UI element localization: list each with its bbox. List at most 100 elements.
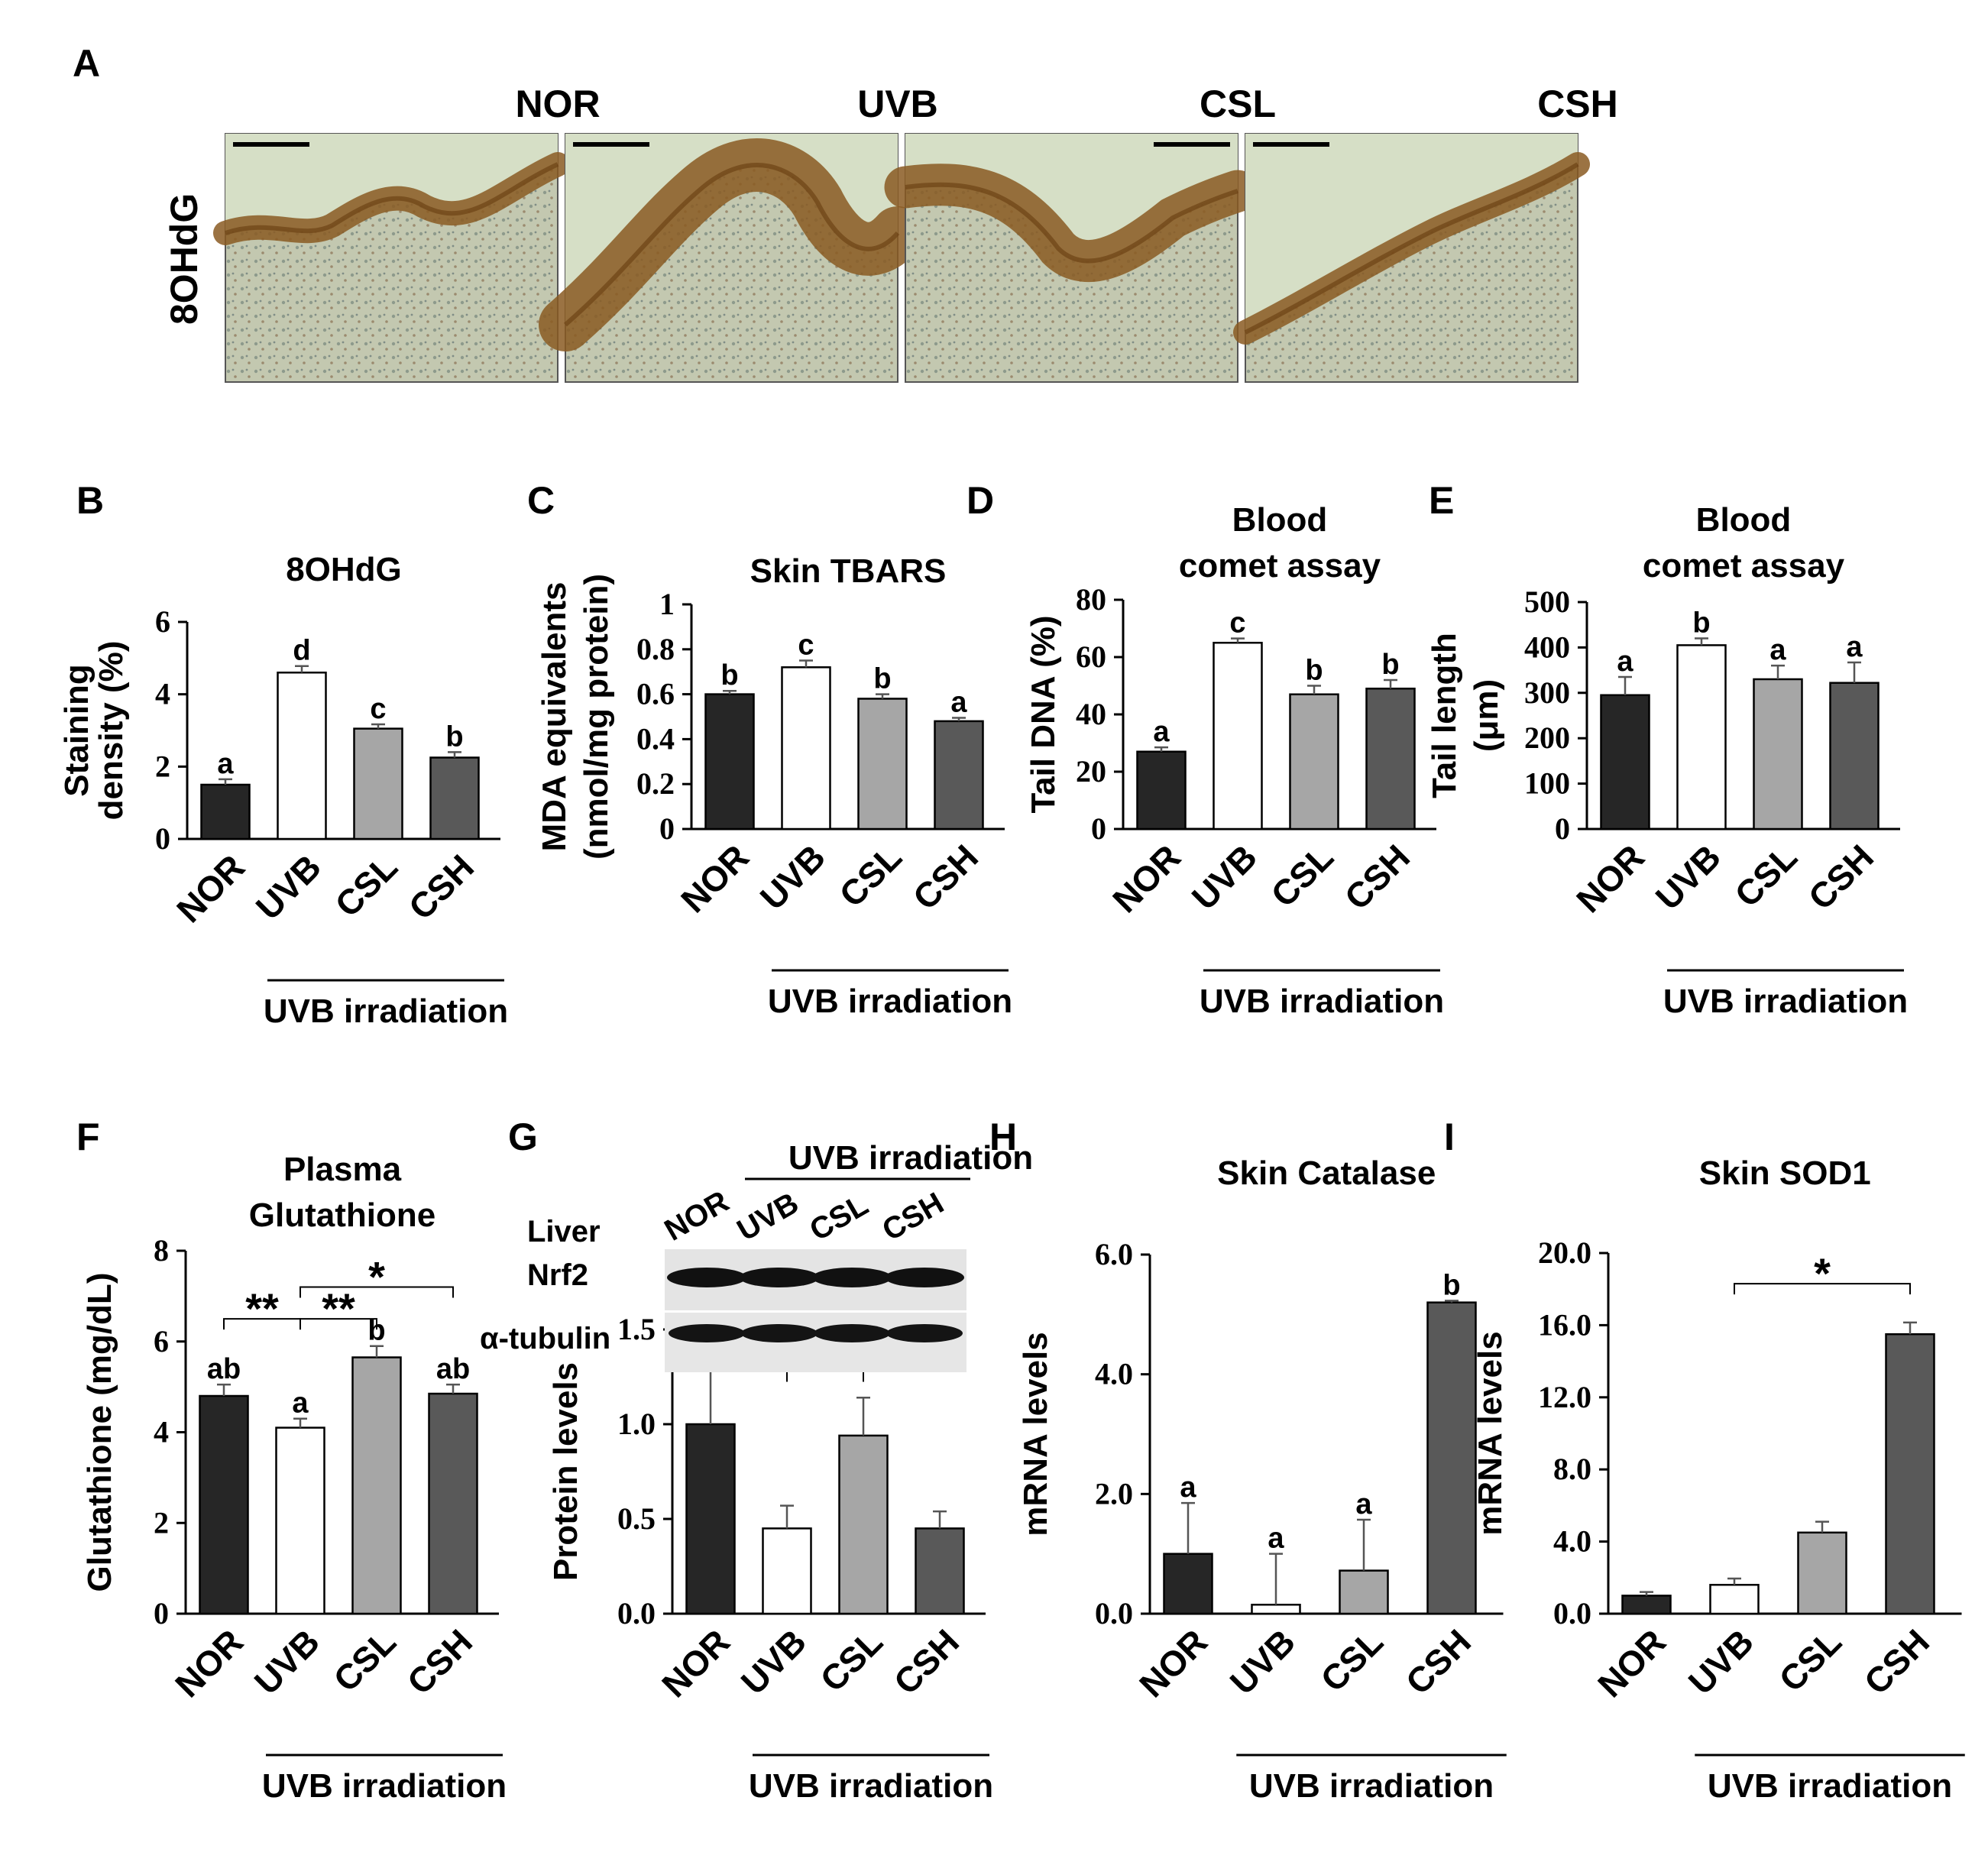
x-tick-label-csh: CSH (905, 837, 986, 917)
group-label: UVB irradiation (749, 1767, 993, 1805)
significance-letter: b (1305, 655, 1323, 687)
bar-nor (1621, 1595, 1672, 1615)
micrograph-title: NOR (515, 83, 600, 125)
significance-stars: ** (322, 1284, 355, 1333)
group-label: UVB irradiation (264, 993, 508, 1030)
y-tick-label: 20.0 (1538, 1235, 1591, 1270)
y-tick-label: 12.0 (1538, 1380, 1591, 1414)
y-tick-label: 8 (154, 1233, 169, 1268)
wb-band-nrf2 (885, 1268, 964, 1287)
x-tick-label-uvb: UVB (247, 1621, 327, 1702)
bar-uvb (275, 1426, 325, 1615)
micrograph-csl: CSL (884, 83, 1276, 383)
y-axis-label: Staining (58, 664, 96, 797)
wb-band-nrf2 (812, 1268, 892, 1287)
y-tick-label: 0 (1555, 811, 1570, 846)
bar-csh (1426, 1301, 1477, 1615)
micrograph-csh: CSH (1233, 83, 1618, 383)
significance-bracket (299, 1318, 377, 1330)
y-tick-label: 500 (1524, 585, 1570, 619)
y-tick-label: 0.4 (636, 721, 675, 756)
y-tick-label: 0.0 (1095, 1596, 1133, 1630)
bar-csl (351, 1356, 402, 1615)
micrograph-uvb: UVB (539, 83, 938, 383)
significance-letter: ab (436, 1353, 470, 1385)
chart-e: E Blood comet assay Tail length (μm) 0 100 200 3… (1426, 479, 1908, 1020)
wb-lane-label-uvb: UVB (732, 1186, 805, 1247)
x-tick-label-csl: CSL (327, 847, 405, 925)
wb-band-tubulin (814, 1324, 890, 1342)
x-tick-label-uvb: UVB (1184, 837, 1264, 917)
x-tick-label-nor: NOR (673, 837, 756, 920)
y-axis-label: Tail length (1426, 633, 1463, 798)
bar-uvb (1213, 642, 1263, 831)
wb-row-label-tubulin: α-tubulin (480, 1322, 610, 1355)
wb-lane-label-nor: NOR (659, 1184, 735, 1248)
bar-csh (1885, 1333, 1935, 1615)
micrograph-title: UVB (857, 83, 938, 125)
significance-letter: a (1268, 1523, 1284, 1555)
significance-letter: a (1769, 634, 1786, 666)
y-tick-label: 4 (155, 677, 170, 711)
chart-title: comet assay (1643, 547, 1845, 585)
significance-letter: a (1153, 716, 1170, 748)
y-tick-label: 6 (155, 604, 170, 639)
chart-title: Glutathione (249, 1197, 435, 1234)
panel-a-row-label: 8OHdG (163, 193, 206, 325)
x-tick-label-nor: NOR (1569, 837, 1652, 920)
y-tick-label: 0 (1091, 811, 1106, 846)
bar-csh (428, 1392, 478, 1615)
wb-membrane-tubulin (665, 1313, 966, 1372)
bar-uvb (762, 1527, 812, 1615)
significance-bracket (299, 1286, 454, 1298)
significance-letter: b (1442, 1269, 1460, 1301)
y-tick-label: 6.0 (1095, 1237, 1133, 1271)
wb-row-label-line1: Liver (527, 1215, 601, 1248)
y-tick-label: 1.5 (617, 1312, 656, 1346)
y-tick-label: 0.5 (617, 1501, 656, 1536)
y-tick-label: 4.0 (1095, 1357, 1133, 1391)
x-tick-label-csh: CSH (1801, 837, 1881, 917)
micrographs: NOR UVB CSL CSH (213, 83, 1618, 383)
significance-stars: ** (245, 1284, 279, 1333)
y-tick-label: 60 (1076, 640, 1106, 674)
x-tick-label-csl: CSL (812, 1621, 890, 1699)
y-tick-label: 20 (1076, 754, 1106, 789)
chart-title: Skin SOD1 (1699, 1154, 1871, 1192)
y-tick-label: 0 (659, 811, 675, 846)
wb-band-tubulin (741, 1324, 818, 1342)
y-tick-label: 0.0 (1553, 1596, 1591, 1630)
y-tick-label: 300 (1524, 675, 1570, 710)
x-tick-label-uvb: UVB (733, 1621, 814, 1702)
significance-letter: c (370, 693, 386, 725)
micrograph-basal-layer (564, 163, 900, 327)
panel-a-letter: A (73, 42, 100, 85)
x-tick-label-nor: NOR (167, 1621, 251, 1705)
x-tick-label-uvb: UVB (1648, 837, 1728, 917)
significance-letter: b (367, 1315, 385, 1347)
group-label: UVB irradiation (1708, 1767, 1952, 1805)
x-tick-label-nor: NOR (1105, 837, 1188, 920)
bar-nor (199, 1394, 249, 1615)
chart-h: H Skin Catalase mRNA levels 0.0 2.0 4.0 6.0 a NO… (989, 1116, 1507, 1805)
bar-csh (1829, 682, 1880, 831)
significance-letter: a (1846, 631, 1863, 663)
chart-title: Plasma (283, 1151, 402, 1188)
bar-csl (1753, 678, 1803, 831)
significance-letter: a (950, 686, 967, 718)
significance-letter: ab (207, 1353, 241, 1385)
wb-band-tubulin (669, 1324, 745, 1342)
chart-title: Skin Catalase (1217, 1154, 1436, 1192)
micrograph-nor: NOR (213, 83, 601, 383)
chart-c: C Skin TBARS MDA equivalents (nmol/mg prote… (527, 479, 1012, 1020)
y-tick-label: 0 (155, 821, 170, 856)
significance-letter: d (293, 635, 310, 667)
x-tick-label-csh: CSH (1857, 1621, 1937, 1702)
x-tick-label-csh: CSH (1398, 1621, 1478, 1702)
panel-letter: C (527, 479, 555, 522)
y-tick-label: 16.0 (1538, 1307, 1591, 1342)
y-axis-label: (μm) (1468, 679, 1505, 752)
y-axis-label: mRNA levels (1017, 1332, 1054, 1536)
